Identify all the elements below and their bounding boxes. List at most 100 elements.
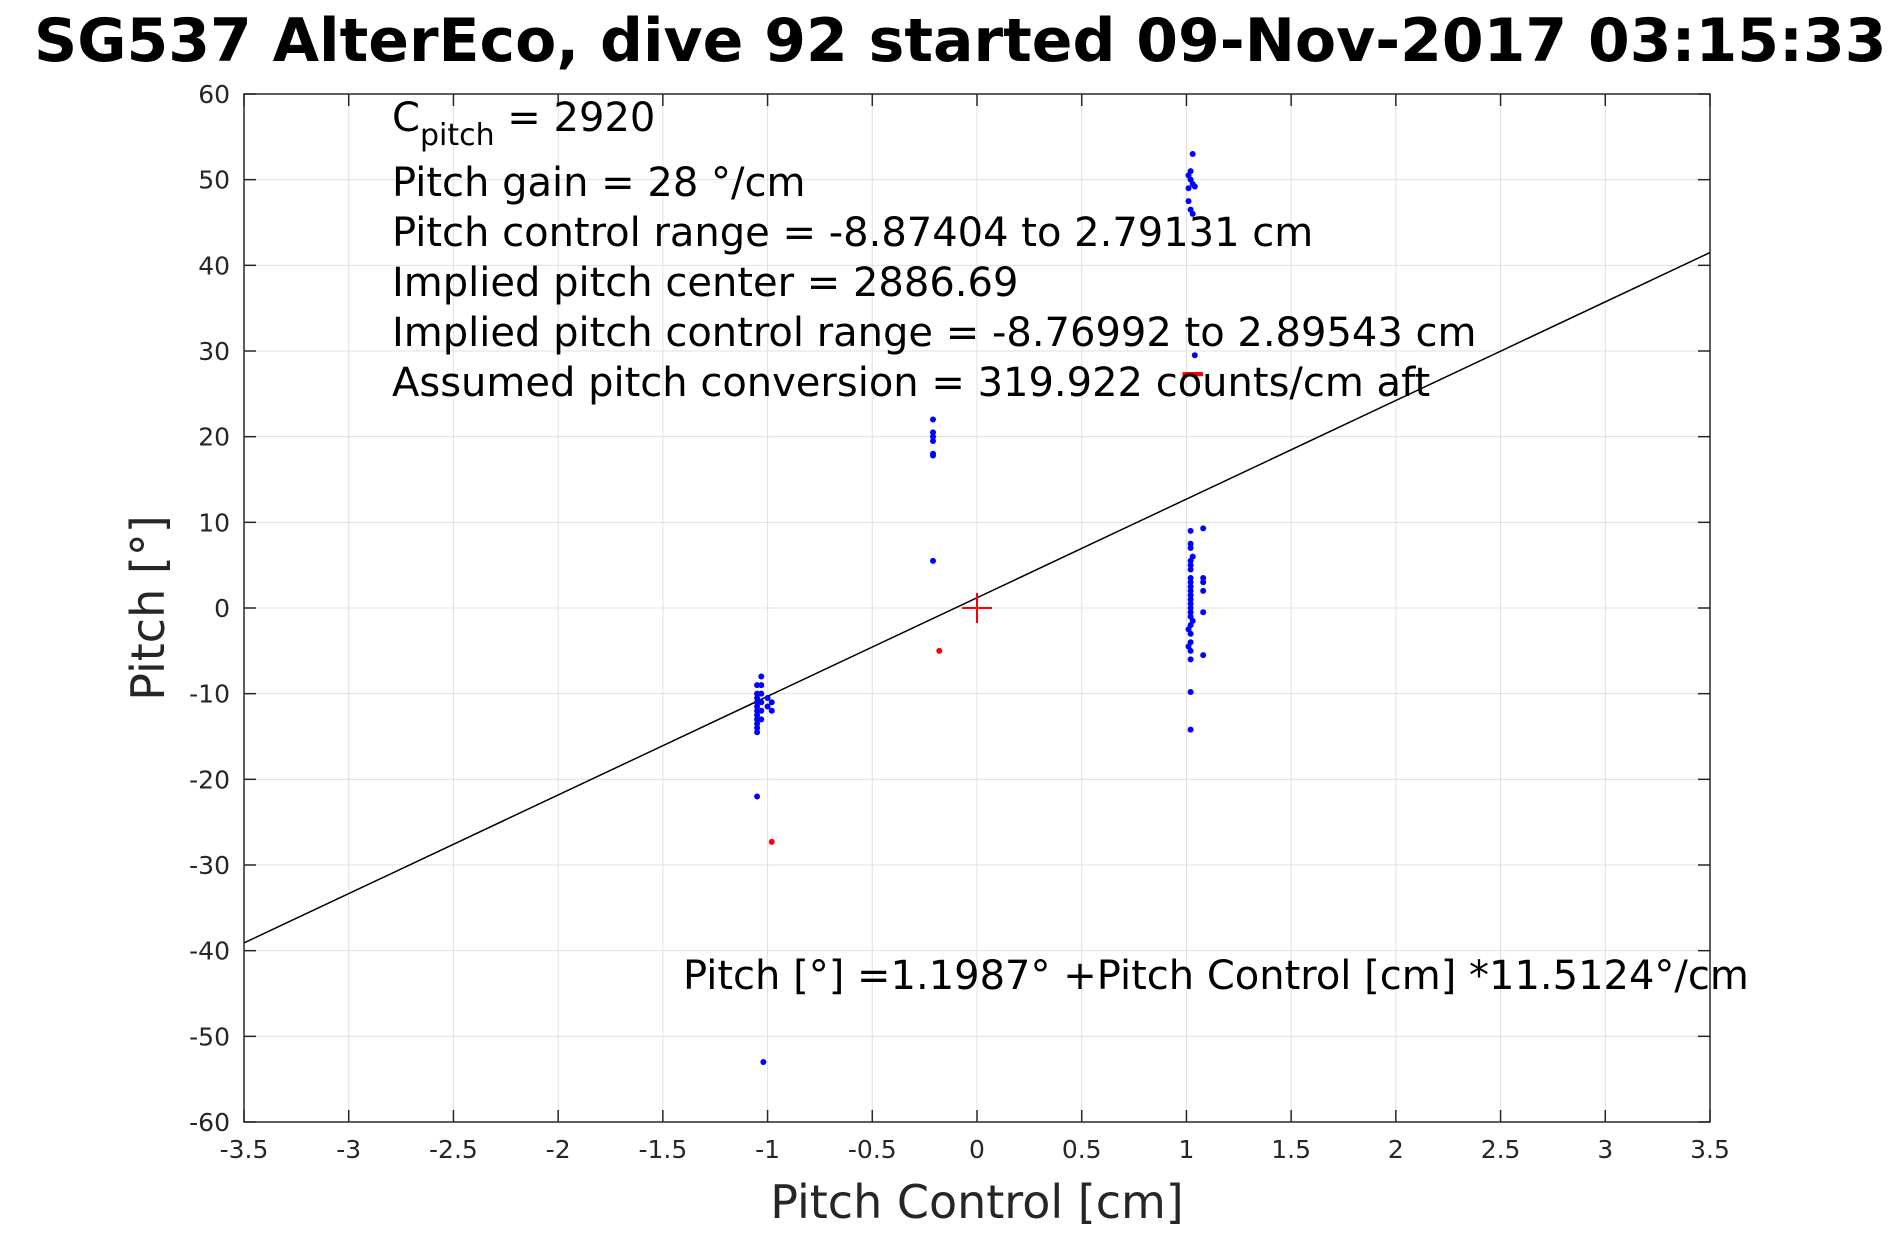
data-point xyxy=(1187,527,1194,534)
y-tick-label: 60 xyxy=(198,80,230,109)
data-point xyxy=(754,682,761,689)
data-point xyxy=(1187,605,1194,611)
data-point xyxy=(1189,617,1196,624)
data-point xyxy=(1187,726,1194,733)
x-tick-label: -3.5 xyxy=(220,1135,269,1164)
data-point xyxy=(758,716,765,723)
data-point xyxy=(754,720,761,727)
x-tick-label: 1.5 xyxy=(1271,1135,1311,1164)
annotation-pitch-gain: Pitch gain = 28 °/cm xyxy=(392,160,805,206)
data-point xyxy=(768,699,775,706)
y-tick-label: 50 xyxy=(198,166,230,195)
data-point xyxy=(754,707,761,714)
y-tick-label: 30 xyxy=(198,337,230,366)
data-point xyxy=(1200,652,1207,659)
data-point xyxy=(758,707,765,714)
y-axis-label: Pitch [°] xyxy=(121,515,175,701)
x-axis-label: Pitch Control [cm] xyxy=(770,1175,1184,1229)
y-tick-label: 20 xyxy=(198,423,230,452)
data-point xyxy=(1185,185,1192,192)
x-tick-label: -1 xyxy=(755,1135,780,1164)
x-tick-label: -0.5 xyxy=(848,1135,897,1164)
data-point xyxy=(754,703,761,710)
x-tick-label: 2.5 xyxy=(1481,1135,1521,1164)
x-tick-label: 0 xyxy=(969,1135,985,1164)
y-tick-label: -20 xyxy=(189,765,230,794)
data-point xyxy=(1191,352,1198,359)
data-point xyxy=(1187,545,1194,552)
data-point xyxy=(1187,609,1194,616)
x-tick-label: -3 xyxy=(336,1135,361,1164)
data-point xyxy=(1200,579,1207,586)
y-tick-label: -60 xyxy=(189,1108,230,1137)
data-point xyxy=(758,673,765,680)
data-point xyxy=(758,682,765,689)
annotation-implied-pitch-center: Implied pitch center = 2886.69 xyxy=(392,260,1018,306)
data-point xyxy=(1187,600,1194,607)
x-tick-label: 3 xyxy=(1597,1135,1613,1164)
data-point xyxy=(754,712,761,719)
data-point xyxy=(1187,583,1194,590)
data-point xyxy=(936,647,943,654)
data-point xyxy=(1187,566,1194,573)
data-point xyxy=(1187,562,1194,569)
data-point xyxy=(930,433,937,440)
c-pitch-value: = 2920 xyxy=(495,95,656,141)
data-point xyxy=(930,437,937,444)
data-points-layer xyxy=(754,150,1207,1066)
data-point xyxy=(1185,198,1192,205)
y-tick-label: 40 xyxy=(198,251,230,280)
data-point xyxy=(764,703,771,710)
y-tick-label: -50 xyxy=(189,1022,230,1051)
data-point xyxy=(1187,688,1194,695)
data-point xyxy=(1200,609,1207,616)
annotation-fit-equation: Pitch [°] =1.1987° +Pitch Control [cm] *… xyxy=(683,953,1749,999)
data-point xyxy=(1187,540,1194,547)
data-point xyxy=(1187,592,1194,599)
data-point xyxy=(754,716,761,723)
data-point xyxy=(768,707,775,714)
y-tick-label: -10 xyxy=(189,680,230,709)
data-point xyxy=(1187,579,1194,586)
data-point xyxy=(1187,596,1194,603)
data-point xyxy=(1185,626,1192,633)
annotation-implied-control-range: Implied pitch control range = -8.76992 t… xyxy=(392,310,1476,356)
data-point xyxy=(1185,643,1192,650)
data-point xyxy=(754,724,761,731)
data-point xyxy=(930,429,937,436)
data-point xyxy=(1189,553,1196,560)
data-point xyxy=(754,699,761,706)
x-tick-label: 1 xyxy=(1178,1135,1194,1164)
data-point xyxy=(754,690,761,697)
x-tick-label: -2.5 xyxy=(429,1135,478,1164)
data-point xyxy=(1189,210,1196,217)
data-point xyxy=(930,452,937,459)
data-point xyxy=(1200,587,1207,594)
data-point xyxy=(930,416,937,423)
x-tick-label: -1.5 xyxy=(638,1135,687,1164)
data-point xyxy=(754,793,761,800)
y-tick-label: 10 xyxy=(198,508,230,537)
c-pitch-subscript: pitch xyxy=(420,118,495,153)
data-point xyxy=(1187,587,1194,594)
chart-title: SG537 AlterEco, dive 92 started 09-Nov-2… xyxy=(34,6,1887,76)
annotation-pitch-control-range: Pitch control range = -8.87404 to 2.7913… xyxy=(392,210,1313,256)
annotation-block: Cpitch = 2920 Pitch gain = 28 °/cm Pitch… xyxy=(392,95,1476,406)
data-point xyxy=(1189,150,1196,157)
data-point xyxy=(754,694,761,701)
data-point xyxy=(930,557,937,564)
annotation-pitch-conversion: Assumed pitch conversion = 319.922 count… xyxy=(392,360,1430,406)
annotation-c-pitch: Cpitch = 2920 xyxy=(392,95,655,153)
data-point xyxy=(758,699,765,706)
x-tick-label: -2 xyxy=(546,1135,571,1164)
x-tick-label: 3.5 xyxy=(1690,1135,1730,1164)
data-point xyxy=(754,729,761,736)
data-point xyxy=(768,838,775,845)
c-pitch-symbol: C xyxy=(392,95,420,141)
x-tick-label: 2 xyxy=(1388,1135,1404,1164)
data-point xyxy=(1187,575,1194,582)
data-point xyxy=(1187,656,1194,663)
data-point xyxy=(764,694,771,701)
tick-layer: -3.5 -3 -2.5 -2 -1.5 -1 -0.5 0 0.5 1 1.5 2 2.5 3 3.5 -6… xyxy=(189,80,1730,1164)
